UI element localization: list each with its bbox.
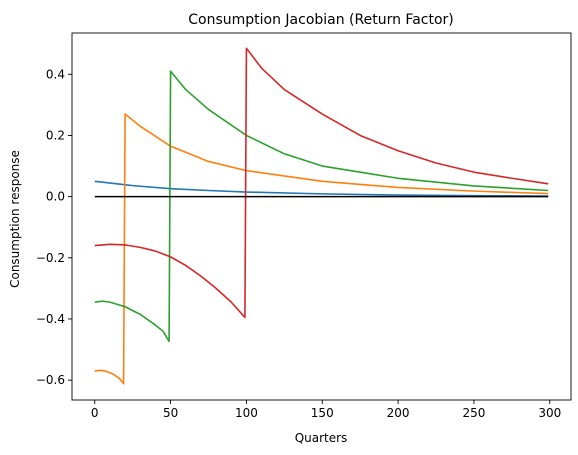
series-line-1: [94, 180, 549, 197]
series-line-2: [94, 113, 549, 385]
x-tick-label: 250: [462, 406, 485, 420]
x-axis: 0 50 100 150 200 250 300: [91, 400, 561, 420]
y-tick-label: −0.6: [36, 373, 65, 387]
y-axis-title: Consumption response: [8, 150, 22, 288]
x-tick-label: 200: [387, 406, 410, 420]
x-tick-label: 300: [538, 406, 561, 420]
x-tick-label: 150: [311, 406, 334, 420]
y-tick-label: −0.2: [36, 251, 65, 265]
chart-title: Consumption Jacobian (Return Factor): [188, 12, 454, 28]
x-tick-label: 0: [91, 406, 99, 420]
y-tick-label: 0.0: [46, 190, 65, 204]
plot-area: [94, 47, 549, 385]
y-tick-label: 0.2: [46, 128, 65, 142]
plot-frame: [71, 32, 572, 401]
x-axis-title: Quarters: [295, 431, 348, 445]
y-axis: −0.6 −0.4 −0.2 0.0 0.2 0.4: [36, 67, 72, 387]
x-tick-label: 50: [163, 406, 178, 420]
series-line-4: [94, 47, 549, 319]
x-tick-label: 100: [235, 406, 258, 420]
y-tick-label: 0.4: [46, 67, 65, 81]
y-tick-label: −0.4: [36, 312, 65, 326]
series-line-3: [94, 70, 549, 343]
